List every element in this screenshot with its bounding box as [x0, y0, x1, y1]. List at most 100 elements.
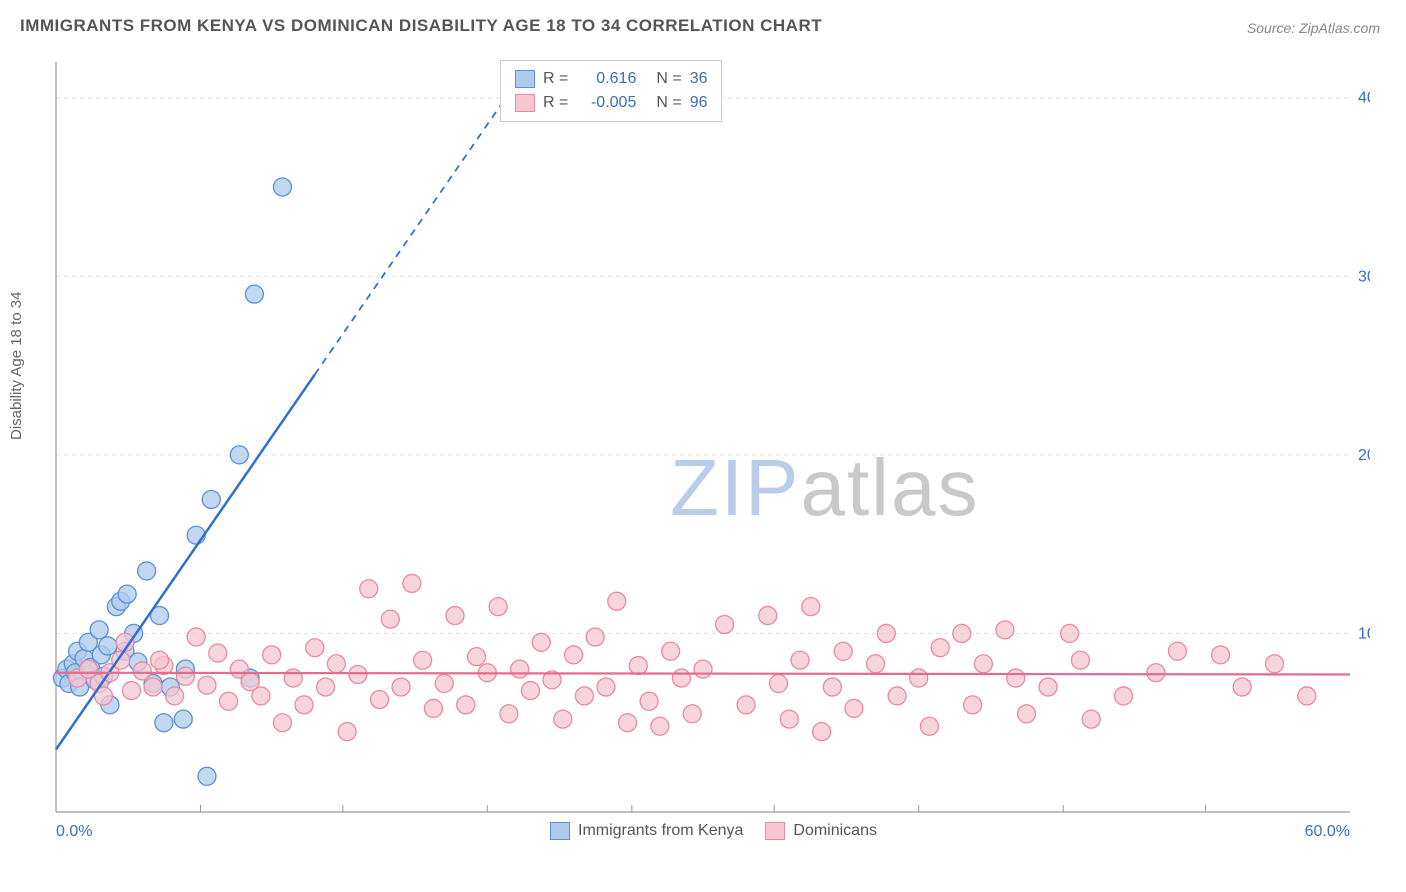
- data-point-dominicans: [769, 674, 787, 692]
- r-label: R =: [543, 94, 568, 112]
- data-point-kenya: [138, 562, 156, 580]
- data-point-dominicans: [166, 687, 184, 705]
- data-point-dominicans: [360, 580, 378, 598]
- n-label: N =: [656, 94, 681, 112]
- legend-swatch: [515, 94, 535, 112]
- data-point-dominicans: [586, 628, 604, 646]
- data-point-dominicans: [1298, 687, 1316, 705]
- data-point-dominicans: [651, 717, 669, 735]
- data-point-dominicans: [910, 669, 928, 687]
- source-attribution: Source: ZipAtlas.com: [1247, 20, 1380, 36]
- data-point-dominicans: [273, 714, 291, 732]
- data-point-dominicans: [424, 699, 442, 717]
- data-point-dominicans: [640, 692, 658, 710]
- data-point-dominicans: [317, 678, 335, 696]
- data-point-dominicans: [209, 644, 227, 662]
- data-point-dominicans: [565, 646, 583, 664]
- data-point-dominicans: [867, 655, 885, 673]
- data-point-dominicans: [1018, 705, 1036, 723]
- data-point-dominicans: [672, 669, 690, 687]
- data-point-dominicans: [1168, 642, 1186, 660]
- n-value: 96: [690, 94, 708, 112]
- x-tick-label: 60.0%: [1305, 823, 1350, 840]
- data-point-dominicans: [629, 657, 647, 675]
- data-point-dominicans: [521, 682, 539, 700]
- data-point-dominicans: [263, 646, 281, 664]
- data-point-dominicans: [306, 639, 324, 657]
- y-tick-label: 40.0%: [1358, 90, 1370, 107]
- data-point-dominicans: [996, 621, 1014, 639]
- data-point-dominicans: [834, 642, 852, 660]
- data-point-dominicans: [414, 651, 432, 669]
- data-point-dominicans: [813, 723, 831, 741]
- data-point-dominicans: [284, 669, 302, 687]
- data-point-dominicans: [1082, 710, 1100, 728]
- data-point-dominicans: [683, 705, 701, 723]
- data-point-dominicans: [198, 676, 216, 694]
- data-point-dominicans: [737, 696, 755, 714]
- data-point-dominicans: [1115, 687, 1133, 705]
- legend-label: Immigrants from Kenya: [578, 822, 743, 840]
- y-axis-label: Disability Age 18 to 34: [8, 292, 25, 440]
- data-point-dominicans: [187, 628, 205, 646]
- data-point-dominicans: [845, 699, 863, 717]
- series-legend: Immigrants from Kenya Dominicans: [550, 822, 877, 840]
- data-point-dominicans: [662, 642, 680, 660]
- data-point-kenya: [230, 446, 248, 464]
- x-tick-label: 0.0%: [56, 823, 92, 840]
- data-point-dominicans: [974, 655, 992, 673]
- data-point-kenya: [155, 714, 173, 732]
- scatter-plot: 10.0%20.0%30.0%40.0%0.0%60.0% ZIPatlas R…: [50, 52, 1370, 842]
- data-point-dominicans: [1147, 664, 1165, 682]
- data-point-dominicans: [1266, 655, 1284, 673]
- data-point-dominicans: [403, 574, 421, 592]
- data-point-kenya: [90, 621, 108, 639]
- n-value: 36: [690, 70, 708, 88]
- data-point-kenya: [245, 285, 263, 303]
- correlation-legend: R = 0.616 N = 36 R = -0.005 N = 96: [500, 60, 722, 122]
- data-point-dominicans: [1071, 651, 1089, 669]
- data-point-dominicans: [435, 674, 453, 692]
- series-legend-item: Immigrants from Kenya: [550, 822, 743, 840]
- data-point-dominicans: [888, 687, 906, 705]
- trend-line-dash-kenya: [315, 62, 531, 375]
- data-point-dominicans: [133, 662, 151, 680]
- data-point-dominicans: [511, 660, 529, 678]
- data-point-dominicans: [176, 667, 194, 685]
- data-point-dominicans: [802, 598, 820, 616]
- data-point-dominicans: [489, 598, 507, 616]
- chart-title: IMMIGRANTS FROM KENYA VS DOMINICAN DISAB…: [20, 16, 822, 36]
- data-point-kenya: [118, 585, 136, 603]
- data-point-dominicans: [931, 639, 949, 657]
- data-point-dominicans: [392, 678, 410, 696]
- data-point-dominicans: [1061, 624, 1079, 642]
- data-point-kenya: [198, 767, 216, 785]
- data-point-dominicans: [468, 648, 486, 666]
- data-point-dominicans: [220, 692, 238, 710]
- data-point-dominicans: [694, 660, 712, 678]
- data-point-dominicans: [597, 678, 615, 696]
- legend-swatch: [515, 70, 535, 88]
- plot-svg: 10.0%20.0%30.0%40.0%0.0%60.0%: [50, 52, 1370, 842]
- r-label: R =: [543, 70, 568, 88]
- y-tick-label: 20.0%: [1358, 447, 1370, 464]
- series-legend-item: Dominicans: [765, 822, 877, 840]
- data-point-dominicans: [877, 624, 895, 642]
- data-point-dominicans: [151, 651, 169, 669]
- data-point-dominicans: [554, 710, 572, 728]
- data-point-dominicans: [532, 633, 550, 651]
- legend-swatch: [550, 822, 570, 840]
- data-point-dominicans: [500, 705, 518, 723]
- data-point-kenya: [99, 637, 117, 655]
- r-value: -0.005: [576, 94, 636, 112]
- data-point-dominicans: [295, 696, 313, 714]
- data-point-dominicans: [575, 687, 593, 705]
- n-label: N =: [656, 70, 681, 88]
- data-point-dominicans: [791, 651, 809, 669]
- data-point-dominicans: [1007, 669, 1025, 687]
- data-point-dominicans: [920, 717, 938, 735]
- data-point-dominicans: [144, 678, 162, 696]
- data-point-dominicans: [252, 687, 270, 705]
- y-tick-label: 10.0%: [1358, 625, 1370, 642]
- legend-swatch: [765, 822, 785, 840]
